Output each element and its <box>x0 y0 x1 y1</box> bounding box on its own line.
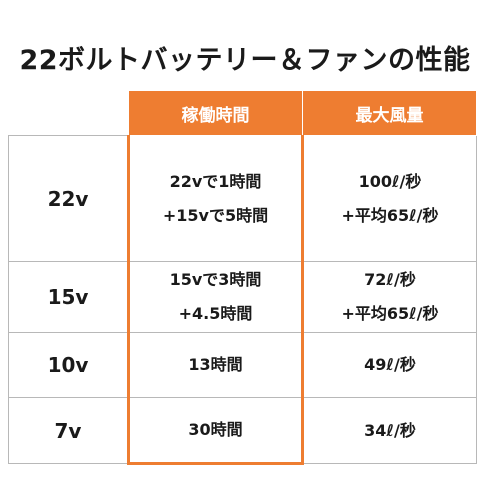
runtime-line: 13時間 <box>188 355 243 374</box>
runtime-line: 30時間 <box>188 420 243 439</box>
header-runtime: 稼働時間 <box>128 90 303 136</box>
table-header-row: 稼働時間 最大風量 <box>8 90 477 136</box>
voltage-cell: 10v <box>8 332 129 398</box>
table-row: 22v 22vで1時間 +15vで5時間 100ℓ/秒 +平均65ℓ/秒 <box>8 135 477 262</box>
airflow-cell: 72ℓ/秒 +平均65ℓ/秒 <box>302 261 477 333</box>
runtime-line: 15vで3時間 <box>169 270 262 289</box>
runtime-cell: 30時間 <box>127 397 304 465</box>
voltage-cell: 22v <box>8 135 129 262</box>
page-title: 22ボルトバッテリー＆ファンの性能 <box>19 45 471 76</box>
airflow-line: +平均65ℓ/秒 <box>341 304 439 323</box>
airflow-line: +平均65ℓ/秒 <box>341 205 439 225</box>
airflow-cell: 49ℓ/秒 <box>302 332 477 398</box>
airflow-line: 49ℓ/秒 <box>364 355 416 374</box>
table-row: 7v 30時間 34ℓ/秒 <box>8 397 477 465</box>
voltage-cell: 7v <box>8 397 129 464</box>
airflow-line: 34ℓ/秒 <box>364 420 416 440</box>
header-airflow: 最大風量 <box>302 90 477 136</box>
airflow-line: 72ℓ/秒 <box>364 270 416 289</box>
performance-table: 稼働時間 最大風量 22v 22vで1時間 +15vで5時間 100ℓ/秒 +平… <box>8 90 477 465</box>
table-row: 15v 15vで3時間 +4.5時間 72ℓ/秒 +平均65ℓ/秒 <box>8 261 477 333</box>
runtime-line: 22vで1時間 <box>169 171 262 191</box>
runtime-cell: 13時間 <box>127 332 304 398</box>
runtime-line: +4.5時間 <box>178 304 253 323</box>
header-blank-cell <box>8 90 129 136</box>
airflow-cell: 34ℓ/秒 <box>302 397 477 464</box>
airflow-cell: 100ℓ/秒 +平均65ℓ/秒 <box>302 135 477 262</box>
runtime-cell: 22vで1時間 +15vで5時間 <box>127 135 304 262</box>
table-row: 10v 13時間 49ℓ/秒 <box>8 332 477 398</box>
runtime-cell: 15vで3時間 +4.5時間 <box>127 261 304 333</box>
voltage-cell: 15v <box>8 261 129 333</box>
airflow-line: 100ℓ/秒 <box>358 171 422 191</box>
runtime-line: +15vで5時間 <box>162 205 269 225</box>
